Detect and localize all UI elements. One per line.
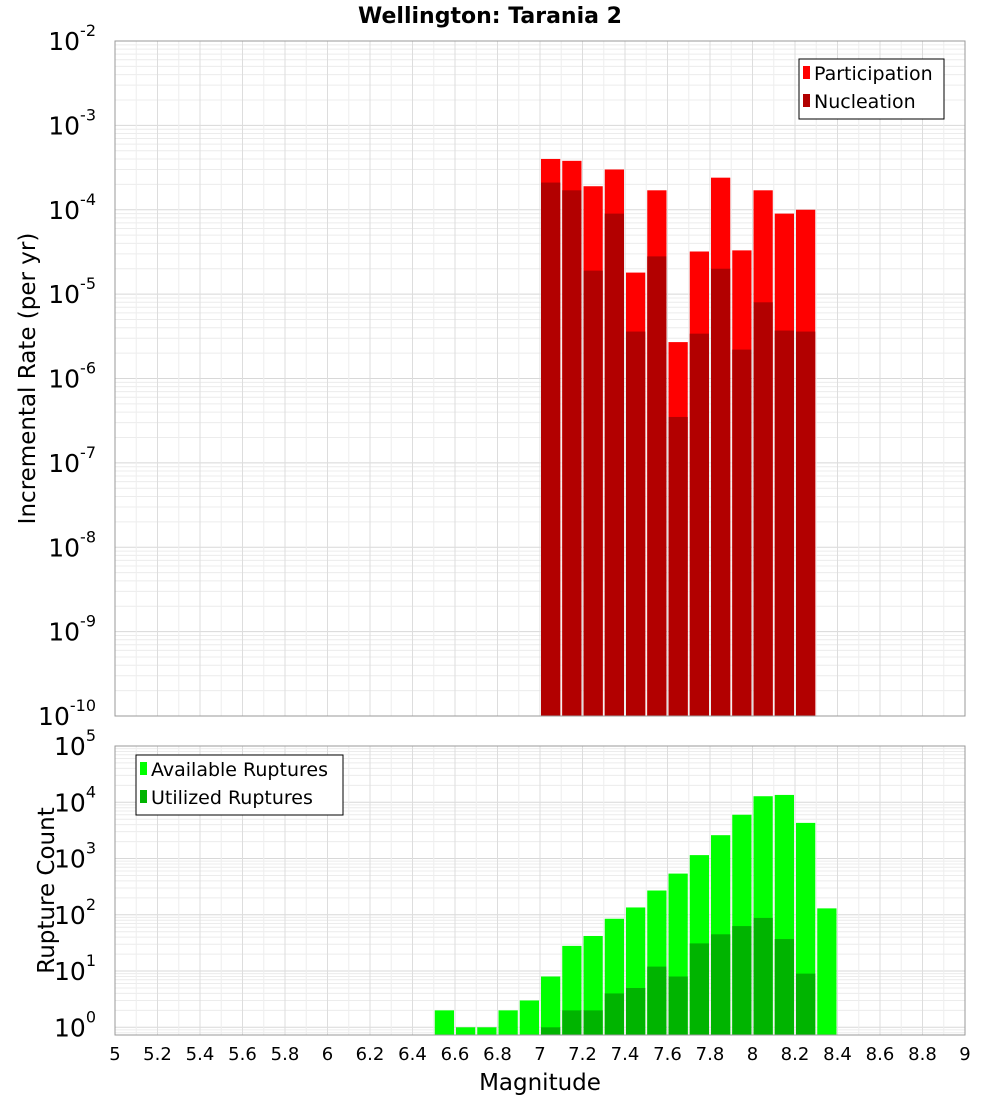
y-tick-label: 10-6 — [48, 359, 96, 394]
x-tick-label: 6 — [322, 1044, 333, 1065]
bar-available-ruptures — [456, 1027, 476, 1035]
rate-y-tick-labels: 10-10 10-9 10-8 10-7 10-6 10-5 10-4 10-3 10-2 — [38, 21, 96, 731]
legend-label: Nucleation — [814, 91, 916, 113]
bar-utilized-ruptures — [647, 966, 667, 1035]
legend-swatch — [803, 94, 810, 107]
count-panel-bars — [434, 794, 837, 1035]
y-tick-label: 10-5 — [48, 274, 96, 309]
bar-available-ruptures — [519, 1000, 539, 1035]
bar-utilized-ruptures — [732, 926, 752, 1035]
x-tick-label: 6.8 — [483, 1044, 512, 1065]
bar-utilized-ruptures — [711, 934, 731, 1035]
y-tick-label: 10-10 — [38, 696, 96, 731]
y-tick-label: 102 — [54, 895, 96, 930]
x-tick-label: 7.6 — [653, 1044, 682, 1065]
count-y-tick-labels: 100 101 102 103 104 105 — [54, 726, 96, 1042]
y-tick-label: 10-9 — [48, 612, 96, 647]
bar-available-ruptures — [477, 1027, 497, 1035]
bar-available-ruptures — [817, 908, 837, 1035]
bar-nucleation — [541, 182, 561, 716]
x-tick-labels: 5 5.2 5.4 5.6 5.8 6 6.2 6.4 6.6 6.8 7 7.2 7.4 7.6 7.8 8… — [109, 1044, 970, 1065]
y-tick-label: 100 — [54, 1007, 96, 1042]
x-tick-label: 8 — [747, 1044, 758, 1065]
count-y-axis-label: Rupture Count — [34, 807, 60, 973]
bar-utilized-ruptures — [774, 939, 794, 1035]
y-tick-label: 10-8 — [48, 527, 96, 562]
x-tick-label: 5.2 — [143, 1044, 172, 1065]
legend-label: Utilized Ruptures — [151, 787, 313, 809]
bar-utilized-ruptures — [604, 993, 624, 1035]
x-tick-label: 8.8 — [908, 1044, 937, 1065]
x-tick-label: 5.6 — [228, 1044, 257, 1065]
x-tick-label: 8.4 — [823, 1044, 852, 1065]
x-tick-label: 7.2 — [568, 1044, 597, 1065]
y-tick-label: 10-4 — [48, 190, 96, 225]
bar-utilized-ruptures — [562, 1010, 582, 1035]
bar-nucleation — [583, 270, 603, 716]
bar-nucleation — [689, 333, 709, 716]
bar-utilized-ruptures — [668, 976, 688, 1035]
bar-available-ruptures — [434, 1010, 454, 1035]
x-tick-label: 5 — [109, 1044, 120, 1065]
bar-nucleation — [796, 331, 816, 716]
x-tick-label: 5.8 — [271, 1044, 300, 1065]
bar-nucleation — [604, 213, 624, 717]
bar-nucleation — [668, 416, 688, 716]
x-axis-label: Magnitude — [479, 1070, 601, 1096]
bar-utilized-ruptures — [689, 943, 709, 1035]
rate-plot-frame — [114, 40, 966, 717]
count-plot-frame — [114, 745, 966, 1036]
rate-legend: Participation Nucleation — [798, 58, 945, 120]
x-tick-label: 6.6 — [441, 1044, 470, 1065]
x-tick-label: 9 — [959, 1044, 970, 1065]
legend-label: Participation — [814, 63, 933, 85]
bar-nucleation — [562, 190, 582, 716]
x-tick-label: 7.4 — [611, 1044, 640, 1065]
count-legend: Available Ruptures Utilized Ruptures — [135, 754, 344, 816]
x-tick-label: 7.8 — [696, 1044, 725, 1065]
y-tick-label: 101 — [54, 951, 96, 986]
y-tick-label: 103 — [54, 839, 96, 874]
x-tick-label: 7 — [534, 1044, 545, 1065]
x-tick-label: 5.4 — [186, 1044, 215, 1065]
y-tick-label: 10-2 — [48, 21, 96, 56]
bar-available-ruptures — [498, 1010, 518, 1035]
chart-title: Wellington: Tarania 2 — [358, 4, 622, 29]
legend-box — [135, 754, 344, 816]
bar-nucleation — [626, 331, 646, 716]
x-tick-label: 6.2 — [356, 1044, 385, 1065]
x-tick-label: 8.2 — [781, 1044, 810, 1065]
bar-utilized-ruptures — [541, 1027, 561, 1035]
bar-utilized-ruptures — [626, 987, 646, 1035]
rate-panel-grid — [114, 40, 966, 717]
rate-y-axis-label: Incremental Rate (per yr) — [15, 233, 41, 525]
x-tick-label: 8.6 — [866, 1044, 895, 1065]
legend-swatch — [803, 66, 810, 79]
y-tick-label: 10-3 — [48, 105, 96, 140]
bar-nucleation — [711, 268, 731, 716]
bar-utilized-ruptures — [583, 1010, 603, 1035]
bar-nucleation — [647, 256, 667, 716]
bar-utilized-ruptures — [796, 973, 816, 1035]
bar-nucleation — [732, 349, 752, 716]
bar-nucleation — [774, 330, 794, 716]
x-tick-label: 6.4 — [398, 1044, 427, 1065]
y-tick-label: 105 — [54, 726, 96, 761]
legend-label: Available Ruptures — [151, 759, 328, 781]
bar-nucleation — [753, 302, 773, 716]
bar-available-ruptures — [541, 976, 561, 1035]
rate-panel-bars — [541, 158, 816, 717]
legend-box — [798, 58, 945, 120]
legend-swatch — [140, 790, 147, 803]
bar-utilized-ruptures — [753, 917, 773, 1035]
bar-available-ruptures — [583, 935, 603, 1035]
y-tick-label: 104 — [54, 782, 96, 817]
legend-swatch — [140, 762, 147, 775]
y-tick-label: 10-7 — [48, 443, 96, 478]
